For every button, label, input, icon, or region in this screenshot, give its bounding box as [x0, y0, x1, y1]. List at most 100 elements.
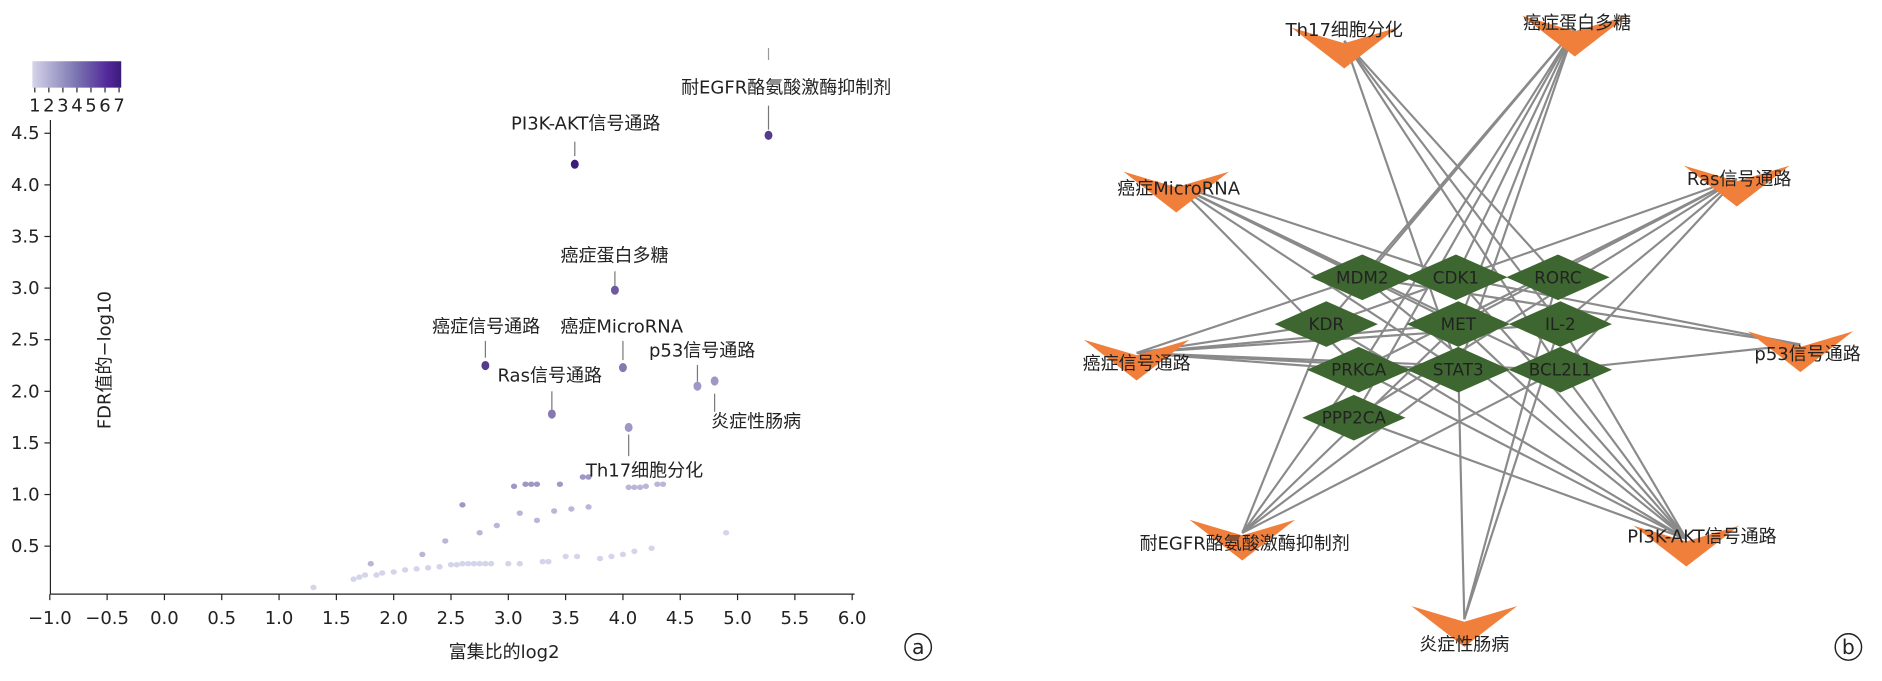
network-edge	[1343, 40, 1562, 371]
data-point	[487, 560, 495, 567]
data-point	[619, 551, 627, 558]
data-point	[470, 560, 478, 567]
pathway-node	[1747, 331, 1854, 373]
x-tick-label: 6.0	[838, 608, 867, 629]
colorbar-tick-label: 7	[113, 96, 124, 117]
network-edge	[1559, 369, 1688, 540]
pathway-node	[1291, 27, 1398, 69]
data-point	[510, 483, 518, 490]
data-point	[482, 560, 489, 567]
gene-label: RORC	[1534, 267, 1581, 287]
point-label: 癌症MicroRNA	[560, 316, 683, 337]
data-point	[648, 545, 655, 551]
y-tick-label: 4.5	[11, 123, 40, 144]
data-point	[447, 561, 455, 568]
panel-marker-circle	[904, 633, 933, 661]
data-point	[350, 576, 357, 582]
data-point	[637, 484, 644, 491]
data-point	[419, 551, 426, 558]
network-edge	[1358, 368, 1687, 540]
point-label: p53信号通路	[649, 341, 755, 362]
colorbar-tick-label: 4	[71, 96, 82, 117]
data-point	[631, 548, 638, 555]
data-point	[476, 560, 483, 567]
y-tick-label: 2.0	[11, 381, 40, 402]
data-point	[585, 474, 592, 480]
pathway-label: 癌症蛋白多糖	[1523, 13, 1631, 34]
data-point-labeled	[610, 285, 619, 295]
y-tick-label: 1.5	[11, 433, 40, 454]
data-point	[505, 560, 512, 567]
panel-marker-circle	[1834, 633, 1863, 661]
network-edge	[1455, 276, 1801, 346]
pathway-label: 耐EGFR酪氨酸激酶抑制剂	[1140, 534, 1350, 555]
x-tick-label: 2.5	[437, 608, 466, 629]
data-point	[373, 572, 380, 578]
gene-label: IL-2	[1545, 314, 1576, 334]
data-point-labeled	[481, 360, 490, 371]
pathway-node	[1521, 15, 1628, 57]
gene-label: MET	[1441, 314, 1477, 334]
data-point	[659, 481, 667, 487]
data-point	[413, 566, 420, 572]
pathway-node	[1411, 606, 1518, 647]
x-tick-label: 3.5	[551, 608, 580, 629]
data-point	[631, 484, 638, 491]
data-point	[562, 553, 569, 560]
gene-node	[1406, 346, 1510, 393]
data-point	[608, 553, 615, 560]
x-axis-label: 富集比的log2	[449, 642, 560, 663]
x-tick-label: 1.5	[322, 608, 351, 629]
panel-marker-a: a	[912, 635, 924, 659]
data-point	[654, 481, 661, 487]
network-edge	[1559, 178, 1738, 371]
data-point	[402, 567, 409, 573]
gene-node	[1406, 301, 1510, 347]
x-tick-label: 0.5	[207, 608, 236, 629]
point-label: PI3K-AKT信号通路	[511, 114, 660, 135]
y-tick-label: 4.0	[11, 175, 40, 196]
colorbar-tick-label: 6	[99, 96, 110, 117]
data-point	[556, 481, 564, 487]
data-point	[459, 502, 466, 508]
data-point	[545, 558, 552, 565]
colorbar-gradient	[32, 61, 122, 88]
network-edge	[1241, 368, 1561, 534]
data-point	[424, 565, 432, 571]
x-tick-label: 0.0	[150, 608, 179, 629]
data-point	[453, 561, 460, 568]
network-edge	[1325, 177, 1738, 326]
colorbar-tick-label: 3	[57, 96, 68, 117]
data-point	[528, 481, 535, 487]
point-label: 炎症性肠病	[711, 411, 801, 432]
gene-label: STAT3	[1433, 360, 1484, 380]
network-edge	[1357, 28, 1576, 371]
data-point	[516, 510, 523, 516]
pathway-label: PI3K-AKT信号通路	[1627, 527, 1776, 548]
data-point	[568, 506, 575, 512]
data-point	[533, 481, 541, 487]
colorbar-tick-label: 2	[43, 96, 54, 117]
network-edge	[1457, 323, 1688, 540]
data-point	[493, 522, 500, 529]
data-point	[522, 481, 529, 487]
network-edge	[1136, 276, 1363, 354]
network-edge	[1241, 323, 1328, 534]
y-axis-label: FDR值的−log10	[94, 291, 115, 429]
panel-marker-b: b	[1842, 635, 1855, 659]
pathway-label: 炎症性肠病	[1419, 635, 1509, 656]
y-tick-label: 0.5	[11, 536, 40, 557]
data-point-labeled	[693, 381, 702, 391]
data-point	[310, 584, 317, 591]
y-tick-label: 1.0	[11, 485, 40, 506]
data-point	[642, 483, 649, 490]
network-edge	[1175, 183, 1457, 279]
network-edge	[1353, 416, 1687, 540]
data-point-labeled	[710, 376, 719, 386]
x-tick-label: 4.0	[609, 608, 638, 629]
data-point	[722, 529, 730, 536]
pathway-label: Ras信号通路	[1687, 169, 1792, 190]
gene-label: PRKCA	[1331, 360, 1387, 380]
